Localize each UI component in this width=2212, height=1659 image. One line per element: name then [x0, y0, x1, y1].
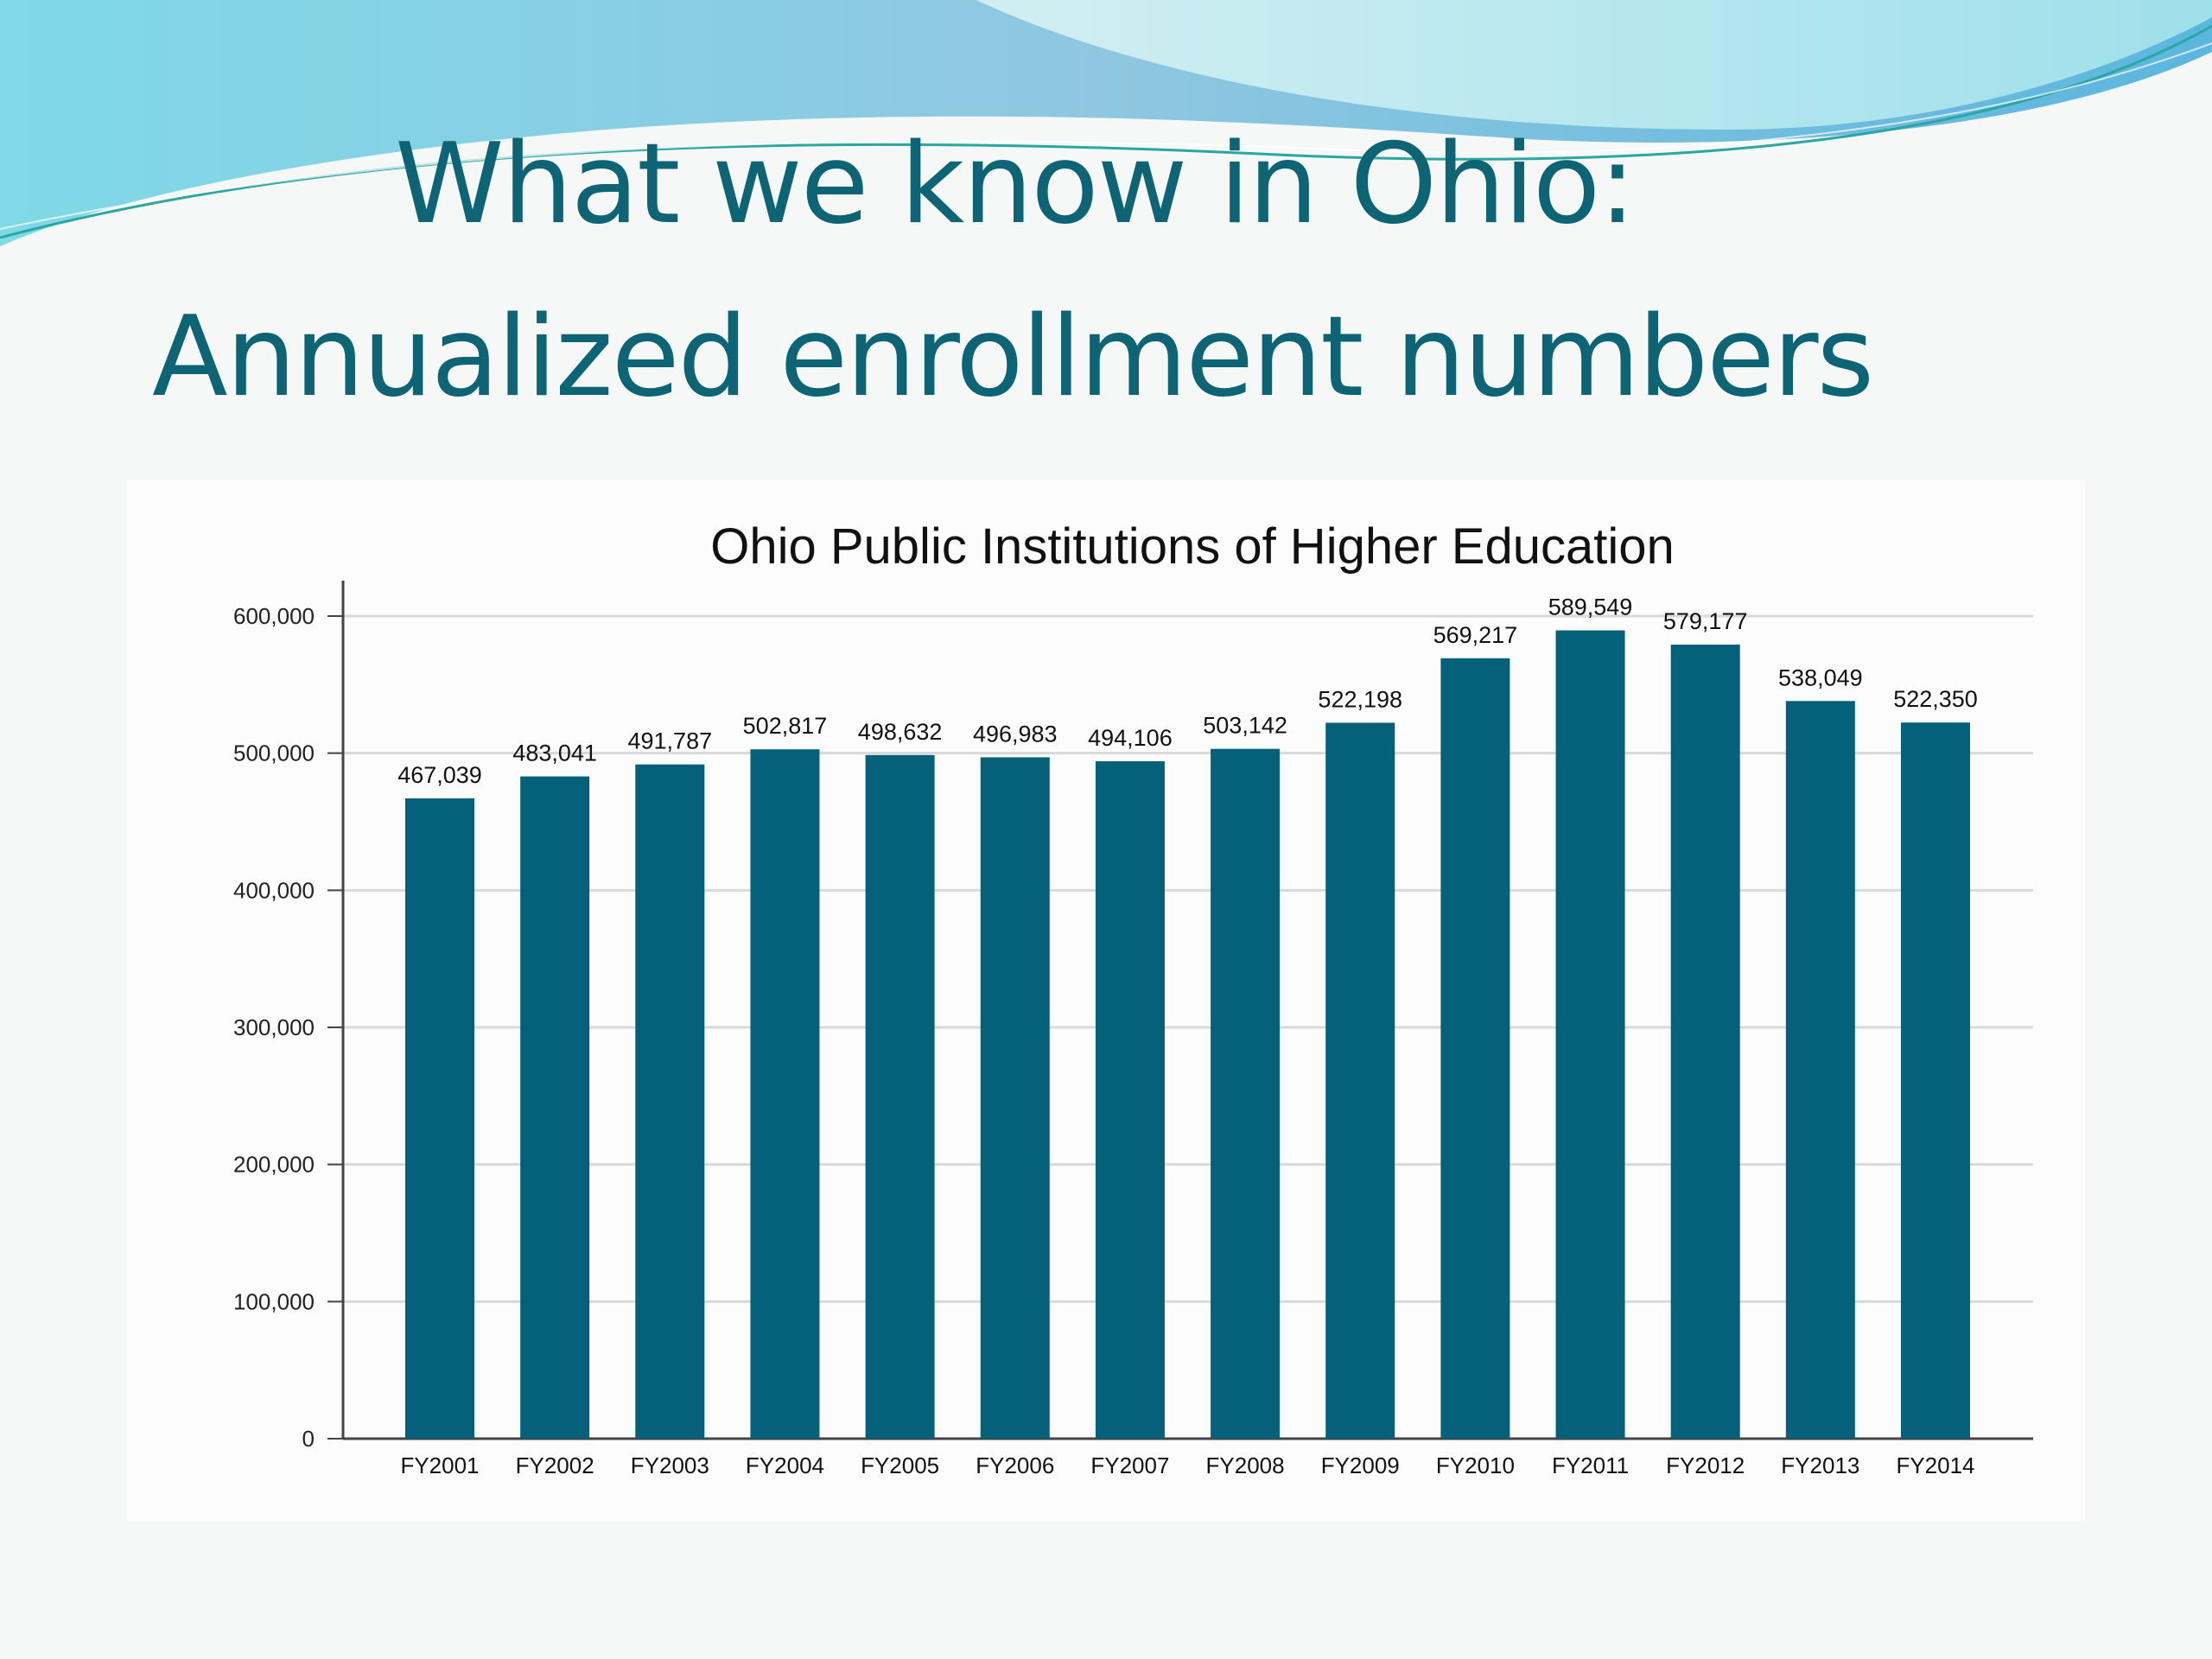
- x-tick-label: FY2003: [631, 1452, 709, 1478]
- bar-fy2011: [1555, 630, 1625, 1439]
- x-tick-label: FY2002: [516, 1452, 594, 1478]
- x-tick-label: FY2012: [1666, 1452, 1745, 1478]
- value-label: 467,039: [397, 762, 482, 788]
- bar-fy2010: [1440, 658, 1510, 1439]
- bar-fy2013: [1785, 701, 1855, 1439]
- value-label: 496,983: [973, 721, 1058, 747]
- value-label: 538,049: [1778, 664, 1863, 690]
- x-tick-label: FY2005: [861, 1452, 939, 1478]
- bar-fy2006: [980, 757, 1050, 1439]
- bar-fy2001: [405, 798, 474, 1439]
- value-label: 503,142: [1203, 713, 1287, 739]
- x-tick-label: FY2006: [976, 1452, 1054, 1478]
- value-label: 483,041: [512, 741, 597, 766]
- y-tick-label: 400,000: [233, 877, 315, 903]
- y-tick-label: 300,000: [233, 1014, 315, 1040]
- bar-fy2007: [1095, 761, 1165, 1439]
- bar-fy2003: [635, 764, 705, 1439]
- bar-fy2004: [750, 749, 820, 1439]
- x-tick-label: FY2007: [1090, 1452, 1169, 1478]
- y-tick-label: 500,000: [233, 741, 315, 766]
- value-label: 502,817: [743, 713, 828, 739]
- chart-title: Ohio Public Institutions of Higher Educa…: [710, 518, 1675, 575]
- slide-title-line2: Annualized enrollment numbers: [152, 293, 1874, 422]
- bar-fy2014: [1901, 722, 1970, 1439]
- value-label: 589,549: [1548, 594, 1633, 620]
- bar-fy2009: [1325, 722, 1395, 1439]
- x-tick-label: FY2001: [400, 1452, 479, 1478]
- y-tick-label: 600,000: [233, 603, 315, 629]
- y-tick-label: 100,000: [233, 1288, 315, 1314]
- x-tick-label: FY2010: [1436, 1452, 1515, 1478]
- x-tick-label: FY2009: [1321, 1452, 1400, 1478]
- value-label: 522,198: [1318, 686, 1402, 712]
- x-tick-label: FY2011: [1552, 1452, 1629, 1478]
- x-tick-label: FY2013: [1781, 1452, 1859, 1478]
- x-tick-label: FY2014: [1896, 1452, 1974, 1478]
- value-label: 522,350: [1893, 686, 1978, 712]
- value-label: 569,217: [1433, 622, 1518, 648]
- value-label: 579,177: [1663, 608, 1748, 634]
- decorative-wave-header: [0, 0, 2212, 246]
- bar-fy2002: [520, 776, 590, 1439]
- bar-fy2012: [1670, 645, 1740, 1439]
- slide-title-line1: What we know in Ohio:: [395, 120, 1636, 249]
- value-label: 494,106: [1088, 725, 1173, 751]
- value-label: 491,787: [628, 728, 713, 754]
- x-tick-label: FY2004: [746, 1452, 824, 1478]
- bar-fy2005: [865, 754, 935, 1439]
- x-tick-label: FY2008: [1206, 1452, 1285, 1478]
- bar-fy2008: [1211, 748, 1281, 1439]
- value-label: 498,632: [858, 719, 943, 745]
- y-tick-label: 200,000: [233, 1152, 315, 1178]
- y-tick-label: 0: [302, 1426, 315, 1452]
